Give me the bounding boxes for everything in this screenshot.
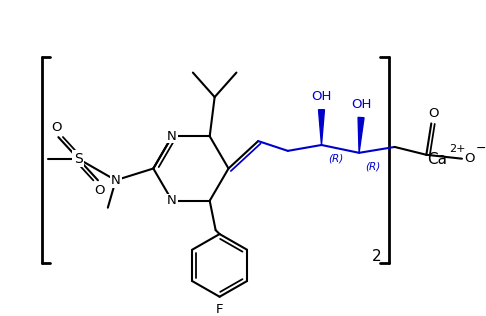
Text: O: O	[51, 121, 62, 134]
Text: O: O	[95, 184, 105, 197]
Text: N: N	[111, 174, 121, 187]
Text: O: O	[465, 152, 475, 165]
Text: OH: OH	[312, 90, 331, 103]
Text: 2: 2	[372, 249, 382, 264]
Polygon shape	[358, 118, 364, 153]
Text: N: N	[167, 194, 177, 207]
Text: F: F	[216, 303, 224, 316]
Text: S: S	[74, 152, 83, 166]
Text: 2+: 2+	[449, 144, 466, 154]
Text: N: N	[167, 130, 177, 143]
Text: −: −	[475, 142, 486, 155]
Polygon shape	[318, 110, 325, 145]
Text: (R): (R)	[328, 154, 343, 164]
Text: O: O	[428, 107, 438, 120]
Text: Ca: Ca	[427, 152, 447, 167]
Text: (R): (R)	[365, 161, 381, 172]
Text: OH: OH	[351, 98, 371, 111]
